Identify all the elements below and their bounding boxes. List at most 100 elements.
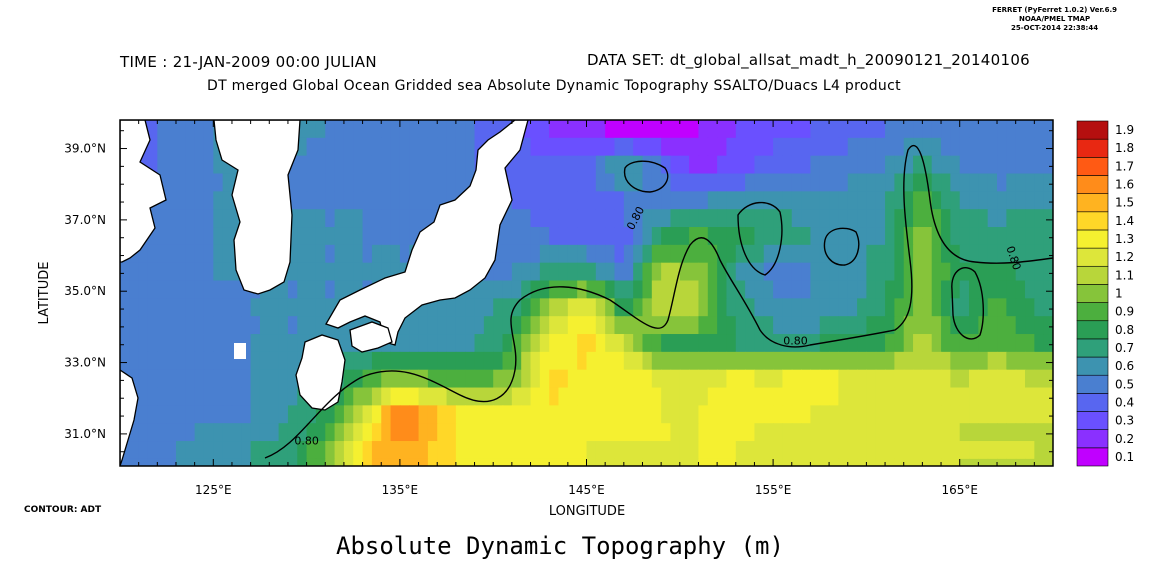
- heatmap-cell: [698, 369, 709, 389]
- heatmap-cell: [1043, 120, 1053, 139]
- heatmap-cell: [446, 155, 457, 175]
- heatmap-cell: [1034, 262, 1045, 282]
- heatmap-cell: [558, 155, 569, 175]
- heatmap-cell: [287, 298, 298, 317]
- heatmap-cell: [819, 280, 830, 299]
- heatmap-cell: [679, 369, 690, 389]
- heatmap-cell: [362, 120, 373, 139]
- heatmap-cell: [773, 191, 784, 210]
- heatmap-cell: [222, 405, 233, 424]
- heatmap-cell: [549, 351, 560, 371]
- heatmap-cell: [894, 369, 905, 389]
- heatmap-cell: [493, 120, 504, 139]
- heatmap-cell: [381, 244, 392, 264]
- colorbar-label: 1.9: [1115, 123, 1134, 137]
- land-china: [120, 120, 167, 263]
- heatmap-cell: [875, 458, 886, 466]
- heatmap-cell: [763, 351, 774, 371]
- land-korea: [213, 120, 301, 295]
- heatmap-cell: [969, 209, 979, 228]
- heatmap-cell: [679, 280, 690, 299]
- heatmap-cell: [120, 458, 130, 466]
- heatmap-cell: [567, 280, 578, 299]
- heatmap-cell: [427, 298, 438, 317]
- heatmap-cell: [269, 351, 280, 371]
- heatmap-cell: [120, 351, 130, 371]
- heatmap-cell: [708, 477, 718, 495]
- heatmap-cell: [353, 120, 364, 139]
- heatmap-cell: [745, 280, 756, 299]
- heatmap-cell: [726, 387, 737, 406]
- heatmap-cell: [595, 137, 606, 157]
- heatmap-cell: [717, 262, 728, 282]
- heatmap-cell: [344, 477, 354, 495]
- heatmap-cell: [670, 120, 681, 139]
- heatmap-cell: [894, 120, 905, 139]
- heatmap-cell: [502, 458, 513, 466]
- heatmap-cell: [465, 316, 476, 335]
- heatmap-cell: [605, 334, 616, 353]
- colorbar-swatch: [1076, 411, 1109, 430]
- heatmap-cell: [959, 173, 970, 192]
- heatmap-cell: [343, 423, 354, 442]
- heatmap-cell: [185, 441, 196, 460]
- heatmap-cell: [689, 477, 699, 495]
- heatmap-cell: [829, 173, 840, 192]
- heatmap-cell: [866, 477, 876, 495]
- heatmap-cell: [446, 405, 457, 424]
- heatmap-cell: [651, 441, 662, 460]
- heatmap-cell: [801, 441, 812, 460]
- heatmap-cell: [819, 173, 830, 192]
- heatmap-cell: [409, 227, 420, 246]
- contour-lines: [264, 144, 1053, 459]
- heatmap-cell: [502, 405, 513, 424]
- heatmap-cell: [875, 441, 886, 460]
- heatmap-cell: [1006, 477, 1016, 495]
- heatmap-cell: [745, 173, 756, 192]
- heatmap-cell: [614, 441, 625, 460]
- heatmap-cell: [203, 316, 214, 335]
- heatmap-cell: [931, 441, 942, 460]
- heatmap-cell: [735, 244, 746, 264]
- heatmap-cell: [754, 280, 765, 299]
- heatmap-cell: [903, 458, 914, 466]
- heatmap-cell: [269, 458, 280, 466]
- heatmap-cell: [913, 441, 923, 460]
- heatmap-cell: [1043, 173, 1053, 192]
- heatmap-cell: [343, 120, 354, 139]
- heatmap-cell: [661, 191, 672, 210]
- heatmap-cell: [978, 209, 989, 228]
- heatmap-cell: [997, 280, 1007, 299]
- heatmap-cell: [829, 298, 840, 317]
- heatmap-cell: [791, 191, 802, 210]
- heatmap-cell: [222, 441, 233, 460]
- heatmap-cell: [959, 244, 970, 264]
- heatmap-cell: [549, 477, 559, 495]
- heatmap-cell: [511, 334, 522, 353]
- heatmap-cell: [1006, 137, 1017, 157]
- heatmap-cell: [913, 458, 923, 466]
- heatmap-cell: [847, 387, 858, 406]
- heatmap-cell: [726, 423, 737, 442]
- heatmap-cell: [810, 173, 821, 192]
- heatmap-cell: [623, 441, 634, 460]
- heatmap-cell: [838, 441, 849, 460]
- heatmap-cell: [857, 137, 867, 157]
- heatmap-cell: [502, 209, 513, 228]
- heatmap-cell: [623, 120, 634, 139]
- heatmap-cell: [717, 405, 728, 424]
- heatmap-cell: [586, 298, 597, 317]
- heatmap-cell: [241, 441, 252, 460]
- heatmap-cell: [950, 191, 961, 210]
- heatmap-cell: [605, 316, 616, 335]
- heatmap-cell: [735, 137, 746, 157]
- heatmap-cell: [1006, 458, 1017, 466]
- heatmap-cell: [605, 173, 616, 192]
- heatmap-cell: [483, 351, 494, 371]
- heatmap-cell: [306, 227, 317, 246]
- heatmap-cell: [586, 458, 597, 466]
- heatmap-cell: [894, 137, 905, 157]
- heatmap-cell: [614, 209, 625, 228]
- heatmap-cell: [343, 227, 354, 246]
- heatmap-cell: [241, 458, 252, 466]
